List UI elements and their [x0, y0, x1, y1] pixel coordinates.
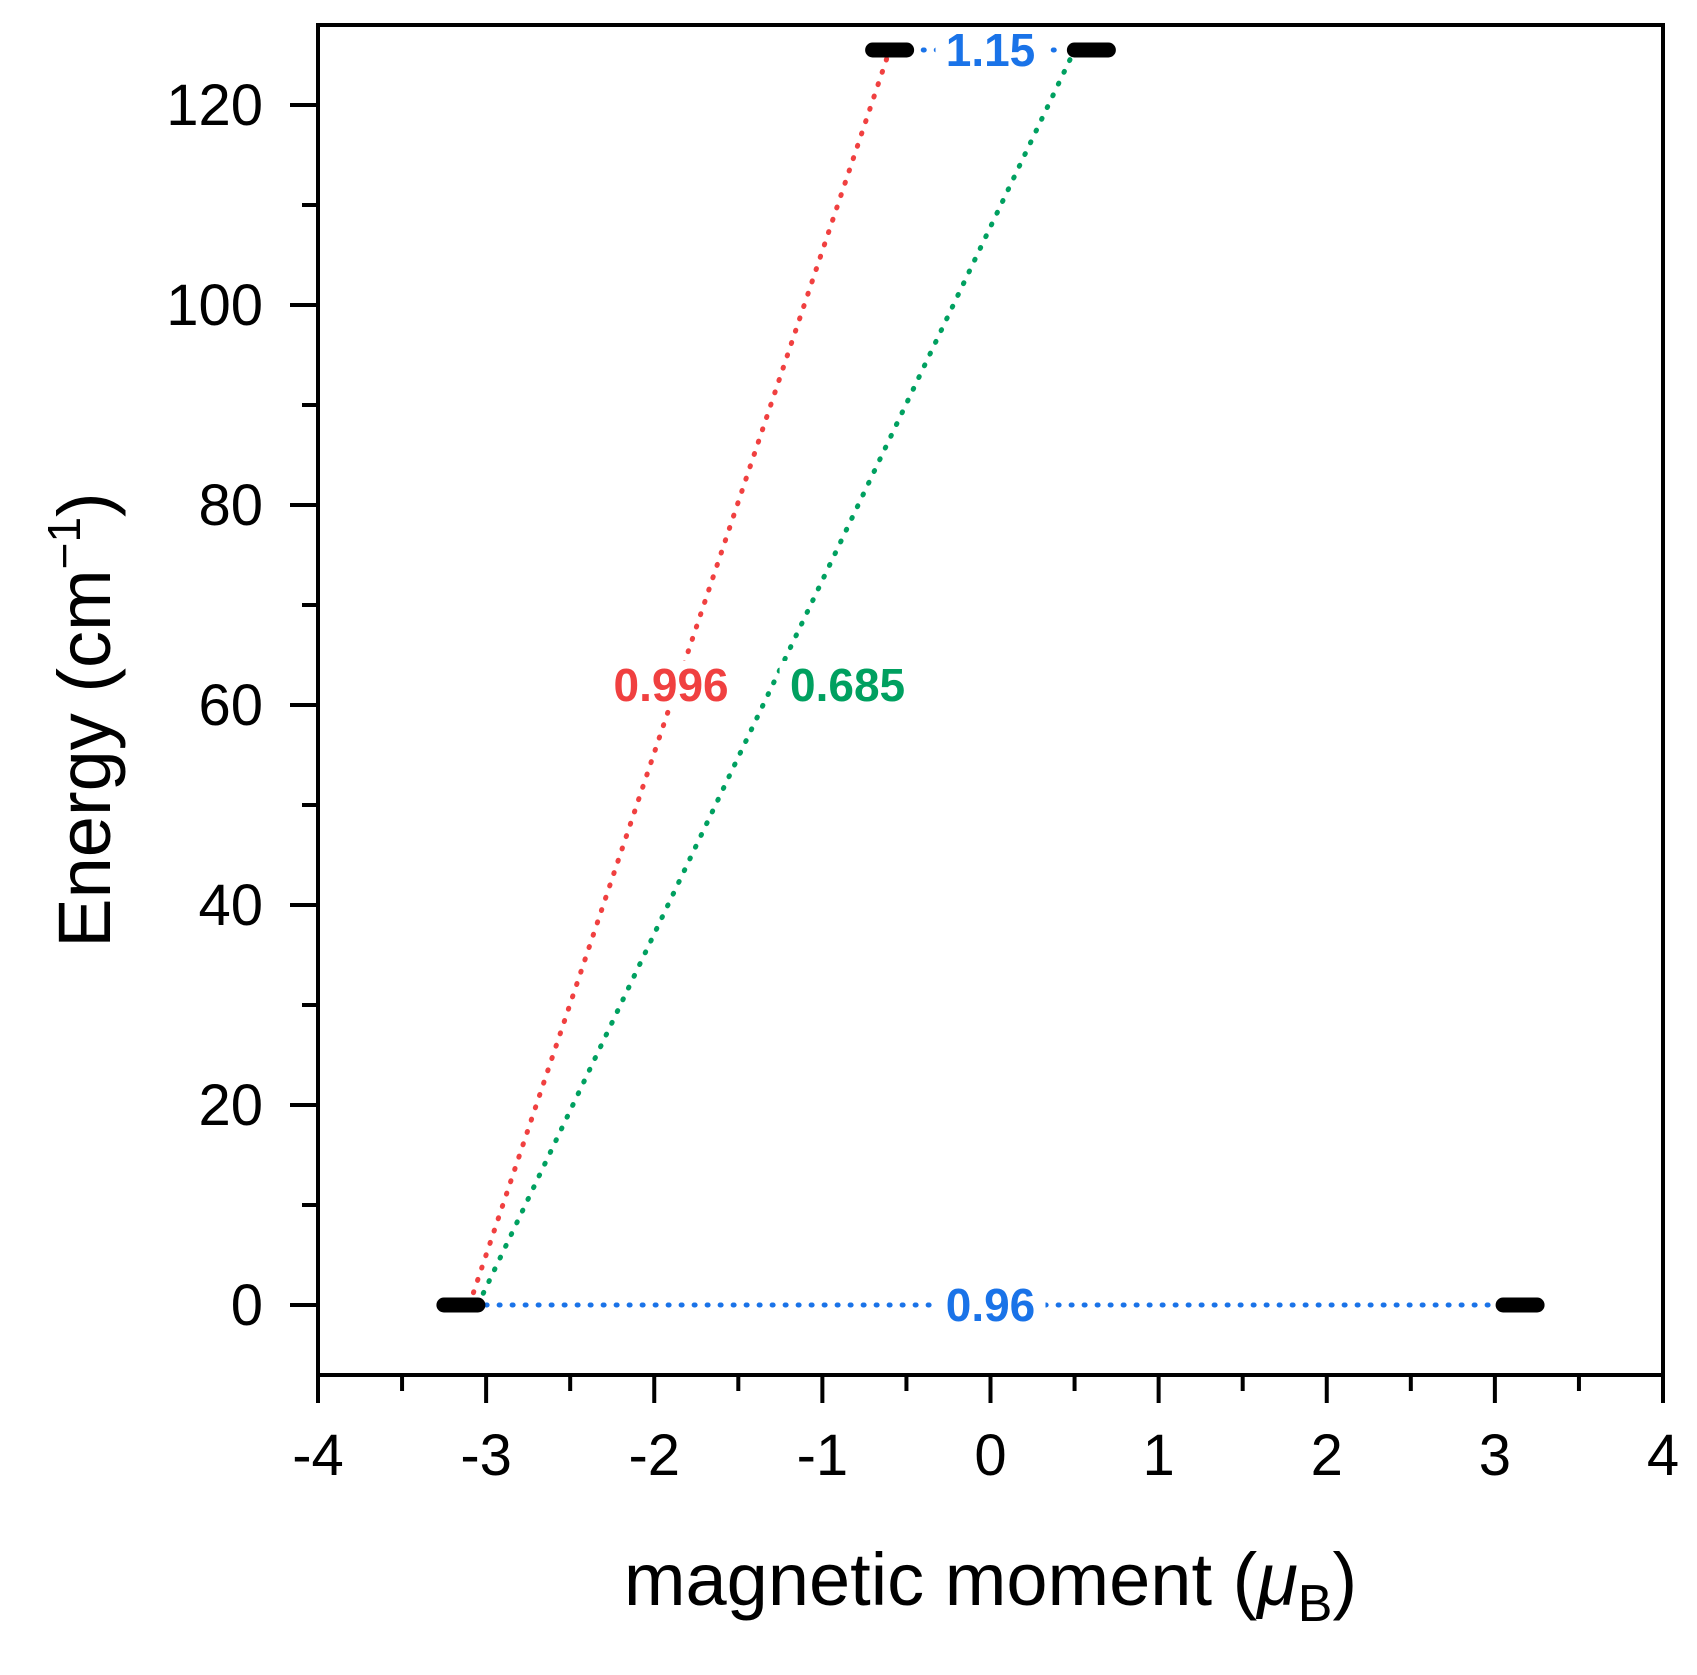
y-tick-label: 0 — [231, 1273, 263, 1338]
transition-label-backing — [935, 26, 1046, 74]
transition-labels: 0.996 0.685 0.96 1.15 — [603, 24, 1046, 1331]
x-tick-label: 3 — [1479, 1423, 1511, 1488]
transition-line — [475, 47, 1078, 1308]
transition-label: 1.15 — [946, 24, 1036, 76]
x-tick-label: 0 — [974, 1423, 1006, 1488]
transition-label-backing — [779, 661, 916, 709]
x-tick-label: 4 — [1647, 1423, 1679, 1488]
x-tick-label: -4 — [292, 1423, 344, 1488]
y-tick-label: 120 — [166, 73, 263, 138]
x-tick-label: -1 — [797, 1423, 849, 1488]
y-tick-label: 60 — [198, 673, 263, 738]
y-axis-title: Energy (cm−1) — [38, 492, 126, 947]
x-tick-label: 2 — [1311, 1423, 1343, 1488]
energy-levels — [436, 42, 1545, 1313]
y-tick-label: 40 — [198, 873, 263, 938]
x-axis-title: magnetic moment (μB) — [624, 1538, 1357, 1633]
x-tick-label: -2 — [628, 1423, 680, 1488]
transition-label: 0.685 — [790, 659, 905, 711]
y-tick-label: 20 — [198, 1073, 263, 1138]
transition-label: 0.96 — [946, 1279, 1036, 1331]
transition-label-backing — [935, 1281, 1046, 1329]
y-tick-label: 80 — [198, 473, 263, 538]
x-tick-label: -3 — [460, 1423, 512, 1488]
plot-frame — [316, 23, 1665, 1377]
y-tick-label: 100 — [166, 273, 263, 338]
transition-label-backing — [603, 661, 740, 709]
x-tick-label: 1 — [1142, 1423, 1174, 1488]
transition-label: 0.996 — [614, 659, 729, 711]
axis-ticks — [290, 103, 1665, 1403]
